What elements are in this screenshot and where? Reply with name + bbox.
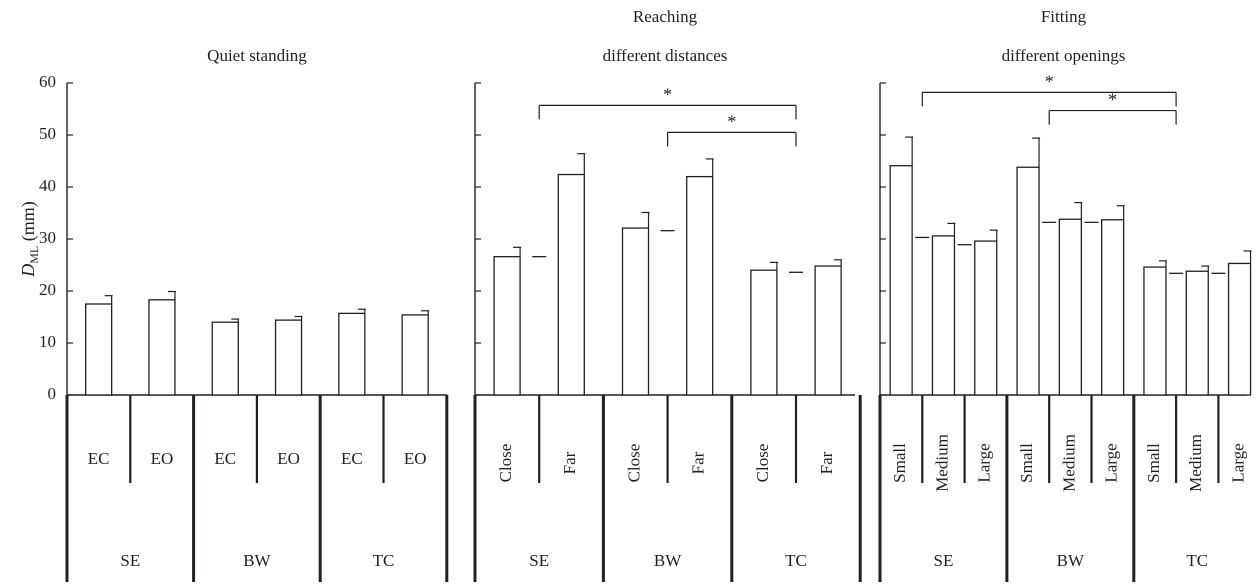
bar	[401, 314, 429, 396]
condition-label: Medium	[1186, 434, 1205, 492]
panel-title: Reaching	[633, 7, 698, 26]
condition-label: Close	[753, 444, 772, 483]
group-label: TC	[785, 551, 807, 570]
bar	[211, 321, 239, 396]
condition-label: EO	[277, 449, 300, 468]
bar	[274, 319, 303, 396]
panel-title: Fitting	[1041, 7, 1087, 26]
significance-star: *	[727, 112, 736, 132]
condition-label: Close	[624, 444, 643, 483]
condition-label: Small	[890, 443, 909, 483]
bar	[1016, 166, 1040, 396]
condition-label: EO	[404, 449, 427, 468]
bar	[750, 269, 778, 396]
condition-label: Close	[496, 444, 515, 483]
y-tick-label: 10	[39, 332, 56, 351]
condition-label: Small	[1144, 443, 1163, 483]
bar	[1185, 270, 1209, 396]
bar	[686, 175, 714, 396]
group-label: TC	[373, 551, 395, 570]
condition-label: Far	[689, 451, 708, 474]
group-label: SE	[934, 551, 954, 570]
bar	[338, 312, 366, 396]
y-tick-label: 30	[39, 228, 56, 247]
significance-star: *	[663, 84, 672, 104]
bar	[85, 303, 113, 396]
y-tick-label: 40	[39, 176, 56, 195]
significance-star: *	[1108, 90, 1117, 110]
condition-label: EC	[341, 449, 363, 468]
condition-label: Far	[560, 451, 579, 474]
panel-title: Quiet standing	[207, 46, 307, 65]
bar	[621, 227, 650, 396]
y-tick-label: 20	[39, 280, 56, 299]
group-label: TC	[1186, 551, 1208, 570]
panel-title: different distances	[603, 46, 728, 65]
panel-title: different openings	[1002, 46, 1126, 65]
significance-star: *	[1045, 71, 1054, 91]
condition-label: Large	[1102, 443, 1121, 482]
condition-label: Medium	[932, 434, 951, 492]
bar	[931, 235, 956, 396]
bar	[148, 299, 176, 396]
condition-label: Medium	[1059, 434, 1078, 492]
bar	[557, 173, 585, 396]
y-axis-label: DML (mm)	[18, 201, 41, 278]
condition-label: EC	[214, 449, 236, 468]
bar	[814, 265, 842, 396]
y-tick-label: 60	[39, 72, 56, 91]
bar	[1143, 266, 1167, 396]
group-label: BW	[654, 551, 682, 570]
y-tick-label: 0	[48, 384, 57, 403]
bar	[889, 165, 913, 396]
bar	[974, 240, 998, 396]
condition-label: EO	[151, 449, 174, 468]
y-tick-label: 50	[39, 124, 56, 143]
bar	[493, 256, 521, 396]
group-label: SE	[120, 551, 140, 570]
condition-label: Small	[1017, 443, 1036, 483]
group-label: SE	[529, 551, 549, 570]
bar	[1101, 219, 1125, 396]
bar	[1058, 218, 1082, 396]
condition-label: Large	[1228, 443, 1247, 482]
group-label: BW	[243, 551, 271, 570]
bar	[1227, 262, 1252, 396]
group-label: BW	[1057, 551, 1085, 570]
condition-label: Large	[975, 443, 994, 482]
condition-label: Far	[817, 451, 836, 474]
condition-label: EC	[88, 449, 110, 468]
